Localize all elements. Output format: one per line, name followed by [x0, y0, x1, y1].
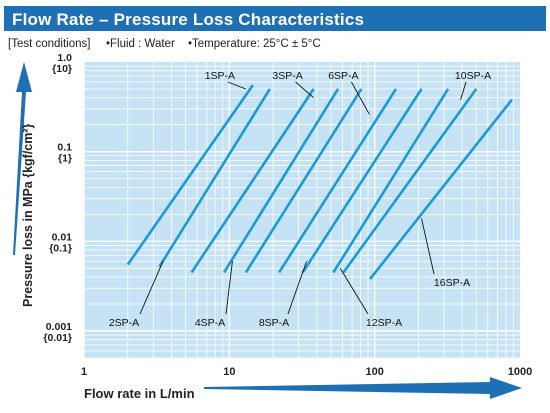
y-axis-arrow [13, 62, 32, 255]
y-tick-label: 1.0 [57, 52, 72, 64]
series-line-3sp-a [190, 88, 315, 274]
test-conditions-fluid: •Fluid : Water [106, 38, 175, 50]
series-line-4sp-a [222, 88, 340, 274]
series-line-2sp-a [158, 88, 271, 268]
annotation-leader [460, 81, 467, 100]
y-tick-label: 0.01 [52, 231, 73, 243]
grid [83, 62, 520, 359]
annotation-leader [339, 268, 369, 315]
series-label-12sp-a: 12SP-A [366, 317, 402, 329]
x-tick-label: 10 [223, 366, 235, 378]
y-tick-label-kgf: {10} [52, 63, 72, 75]
title-bar [4, 6, 546, 31]
x-axis-arrow [204, 377, 522, 399]
x-tick-label: 1000 [508, 366, 532, 378]
annotation-leader [295, 81, 314, 99]
test-conditions-temperature: •Temperature: 25°C ± 5°C [188, 38, 321, 50]
y-tick-label-kgf: {1} [58, 153, 72, 165]
series-label-1sp-a: 1SP-A [205, 70, 235, 82]
series-label-10sp-a: 10SP-A [455, 70, 491, 82]
annotation-leader [227, 81, 247, 90]
series-label-8sp-a: 8SP-A [259, 317, 289, 329]
y-tick-label: 0.1 [57, 142, 72, 154]
x-axis-label: Flow rate in L/min [84, 386, 195, 401]
plot-area [84, 62, 520, 358]
x-tick-label: 100 [365, 366, 383, 378]
y-axis-label: Pressure loss in MPa {kgf/cm²} [21, 123, 35, 307]
annotation-leader [421, 218, 435, 275]
annotation-leader [139, 261, 164, 315]
y-tick-label: 0.001 [46, 321, 72, 333]
series-label-3sp-a: 3SP-A [272, 70, 302, 82]
annotation-leader [287, 261, 307, 315]
annotation-leader [225, 261, 233, 315]
y-tick-label-kgf: {0.1} [49, 242, 72, 254]
series-label-4sp-a: 4SP-A [195, 317, 225, 329]
annotation-leader [351, 81, 370, 115]
series-line-14sp-a [342, 88, 478, 274]
series-line-1sp-a [126, 84, 254, 266]
y-tick-label-kgf: {0.01} [43, 332, 72, 344]
series-label-6sp-a: 6SP-A [328, 70, 358, 82]
series-line-12sp-a [332, 88, 450, 274]
series-line-16sp-a [369, 98, 513, 280]
series-line-10sp-a [301, 88, 423, 274]
series-label-2sp-a: 2SP-A [109, 317, 139, 329]
series-label-16sp-a: 16SP-A [434, 277, 470, 289]
test-conditions-label: [Test conditions] [8, 38, 91, 50]
series-line-6sp-a [244, 88, 363, 274]
x-tick-label: 1 [81, 366, 87, 378]
chart-title: Flow Rate – Pressure Loss Characteristic… [12, 10, 365, 29]
series-line-8sp-a [278, 88, 398, 274]
